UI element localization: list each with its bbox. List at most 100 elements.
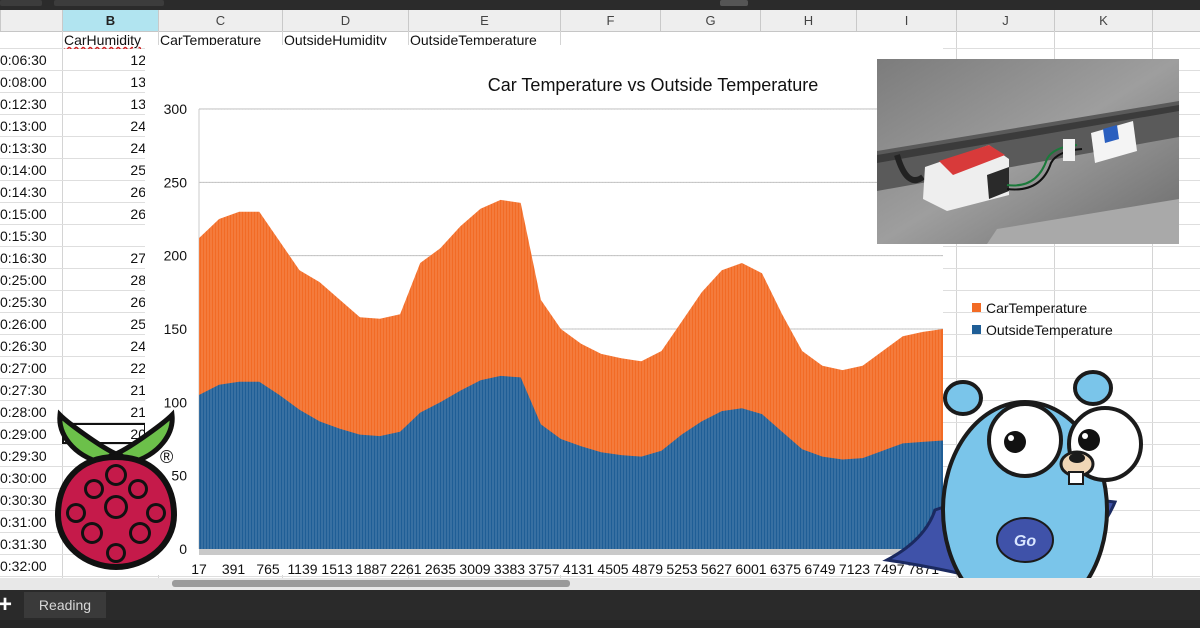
y-tick-label: 250 <box>164 174 188 190</box>
column-header-e[interactable]: E <box>408 10 560 31</box>
time-cell[interactable]: 0:25:30 <box>0 294 47 310</box>
x-tick-label: 3009 <box>459 561 490 575</box>
car-humidity-cell[interactable]: 26 <box>130 184 146 200</box>
sheet-tab-reading[interactable]: Reading <box>24 592 106 618</box>
x-tick-label: 3383 <box>494 561 525 575</box>
header-cell-carhumidity[interactable]: CarHumidity <box>64 32 142 48</box>
sensor-enclosure-photo <box>877 59 1179 244</box>
time-cell[interactable]: 0:13:00 <box>0 118 47 134</box>
time-cell[interactable]: 0:26:30 <box>0 338 47 354</box>
x-tick-label: 4505 <box>597 561 628 575</box>
column-header-k[interactable]: K <box>1054 10 1152 31</box>
car-humidity-cell[interactable]: 24 <box>130 338 146 354</box>
car-humidity-cell[interactable]: 13 <box>130 74 146 90</box>
time-cell[interactable]: 0:08:00 <box>0 74 47 90</box>
column-header-j[interactable]: J <box>956 10 1054 31</box>
time-cell[interactable]: 0:31:00 <box>0 514 47 530</box>
chart-title: Car Temperature vs Outside Temperature <box>488 75 819 95</box>
time-cell[interactable]: 0:13:30 <box>0 140 47 156</box>
x-tick-label: 391 <box>222 561 246 575</box>
time-cell[interactable]: 0:32:00 <box>0 558 47 574</box>
y-tick-label: 0 <box>179 541 187 557</box>
horizontal-scrollbar[interactable] <box>0 578 1200 590</box>
car-humidity-cell[interactable]: 21 <box>130 404 146 420</box>
x-tick-label: 1513 <box>321 561 352 575</box>
scrollbar-thumb[interactable] <box>172 580 570 587</box>
car-humidity-cell[interactable]: 27 <box>130 250 146 266</box>
x-tick-label: 6375 <box>770 561 801 575</box>
x-tick-label: 7497 <box>873 561 904 575</box>
car-humidity-cell[interactable]: 26 <box>130 294 146 310</box>
time-cell[interactable]: 0:15:00 <box>0 206 47 222</box>
row-header-corner[interactable] <box>0 10 62 31</box>
time-cell[interactable]: 0:16:30 <box>0 250 47 266</box>
outside-temperature-area <box>199 375 943 549</box>
y-tick-label: 300 <box>164 101 188 117</box>
x-tick-label: 765 <box>256 561 280 575</box>
time-cell[interactable]: 0:14:00 <box>0 162 47 178</box>
x-tick-label: 3757 <box>528 561 559 575</box>
legend-label-car: CarTemperature <box>986 300 1088 316</box>
y-tick-label: 50 <box>171 468 187 484</box>
y-tick-label: 150 <box>164 321 188 337</box>
header-cell-outsidehumidity[interactable]: OutsideHumidity <box>284 32 387 48</box>
chart-legend: CarTemperature OutsideTemperature <box>966 297 1166 341</box>
car-humidity-cell[interactable]: 24 <box>130 118 146 134</box>
time-cell[interactable]: 0:28:00 <box>0 404 47 420</box>
column-header-i[interactable]: I <box>856 10 956 31</box>
time-cell[interactable]: 0:12:30 <box>0 96 47 112</box>
time-cell[interactable]: 0:31:30 <box>0 536 47 552</box>
column-headers: B C D E F G H I J K <box>0 10 1200 32</box>
car-humidity-cell[interactable]: 21 <box>130 382 146 398</box>
legend-swatch-outside <box>972 325 981 334</box>
column-header-g[interactable]: G <box>660 10 760 31</box>
legend-item-outside: OutsideTemperature <box>966 319 1166 341</box>
x-tick-label: 6001 <box>735 561 766 575</box>
time-cell[interactable]: 0:06:30 <box>0 52 47 68</box>
car-humidity-cell[interactable]: 25 <box>130 316 146 332</box>
x-tick-label: 5253 <box>666 561 697 575</box>
status-bar <box>0 620 1200 628</box>
column-header-f[interactable]: F <box>560 10 660 31</box>
x-tick-label: 2635 <box>425 561 456 575</box>
header-cell-outsidetemperature[interactable]: OutsideTemperature <box>410 32 537 48</box>
time-cell[interactable]: 0:25:00 <box>0 272 47 288</box>
time-cell[interactable]: 0:30:00 <box>0 470 47 486</box>
x-tick-label: 2261 <box>390 561 421 575</box>
add-sheet-button[interactable]: + <box>0 591 13 618</box>
x-tick-label: 4131 <box>563 561 594 575</box>
column-header-next[interactable] <box>1152 10 1200 31</box>
column-header-c[interactable]: C <box>158 10 282 31</box>
time-cell[interactable]: 0:27:30 <box>0 382 47 398</box>
x-tick-label: 6749 <box>804 561 835 575</box>
car-humidity-cell[interactable]: 26 <box>130 206 146 222</box>
column-header-d[interactable]: D <box>282 10 408 31</box>
column-header-b[interactable]: B <box>62 10 158 31</box>
time-cell[interactable]: 0:29:30 <box>0 448 47 464</box>
time-cell[interactable]: 0:29:00 <box>0 426 47 442</box>
temperature-chart[interactable]: Car Temperature vs Outside Temperature 0… <box>145 45 943 575</box>
header-cell-cartemperature[interactable]: CarTemperature <box>160 32 262 48</box>
legend-item-car: CarTemperature <box>966 297 1166 319</box>
x-axis-band <box>199 549 943 555</box>
time-cell[interactable]: 0:15:30 <box>0 228 47 244</box>
car-humidity-cell[interactable] <box>62 225 146 247</box>
car-humidity-cell[interactable]: 24 <box>130 140 146 156</box>
time-cell[interactable]: 0:30:30 <box>0 492 47 508</box>
car-humidity-cell[interactable]: 28 <box>130 272 146 288</box>
time-cell[interactable]: 0:14:30 <box>0 184 47 200</box>
column-header-h[interactable]: H <box>760 10 856 31</box>
car-humidity-cell[interactable]: 22 <box>130 360 146 376</box>
car-humidity-cell[interactable]: 13 <box>130 96 146 112</box>
x-tick-label: 4879 <box>632 561 663 575</box>
y-tick-label: 200 <box>164 248 188 264</box>
x-tick-label: 1139 <box>287 561 317 575</box>
registered-mark: ® <box>160 447 173 467</box>
gopher-badge: Go <box>1014 533 1036 550</box>
time-cell[interactable]: 0:27:00 <box>0 360 47 376</box>
y-tick-label: 100 <box>164 394 188 410</box>
time-cell[interactable]: 0:26:00 <box>0 316 47 332</box>
car-humidity-cell[interactable]: 12 <box>130 52 146 68</box>
car-humidity-cell[interactable]: 25 <box>130 162 146 178</box>
legend-swatch-car <box>972 303 981 312</box>
